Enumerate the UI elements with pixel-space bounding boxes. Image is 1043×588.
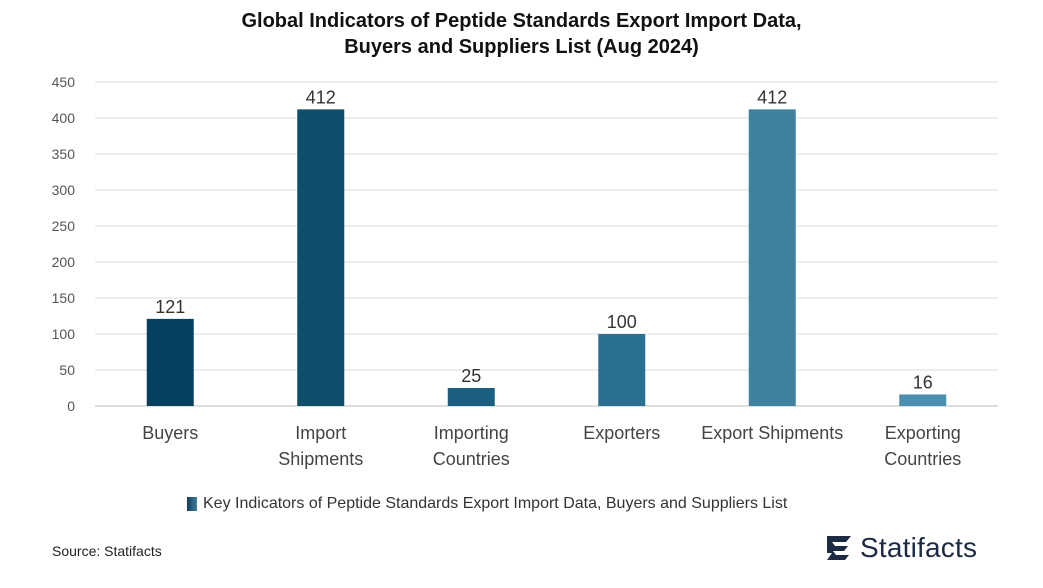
y-tick-label: 300: [52, 182, 76, 198]
y-tick-label: 400: [52, 110, 76, 126]
bar: [297, 109, 345, 407]
source-note: Source: Statifacts: [52, 543, 162, 559]
data-label: 100: [607, 312, 637, 332]
x-tick-label: Buyers: [142, 423, 198, 443]
x-tick-label-line: Shipments: [278, 449, 363, 469]
y-tick-label: 100: [52, 326, 76, 342]
x-tick-label-line: Export Shipments: [701, 423, 843, 443]
y-tick-label: 450: [52, 74, 76, 90]
x-tick-label: Exporters: [583, 423, 660, 443]
legend-label: Key Indicators of Peptide Standards Expo…: [203, 495, 788, 512]
bar: [146, 318, 194, 406]
legend-swatch: [187, 497, 197, 511]
y-tick-label: 350: [52, 146, 76, 162]
y-tick-label: 0: [67, 398, 75, 414]
chart-title-line-1: Global Indicators of Peptide Standards E…: [241, 10, 802, 32]
legend: Key Indicators of Peptide Standards Expo…: [187, 494, 787, 514]
x-tick-label-line: Buyers: [142, 423, 198, 443]
bar: [899, 394, 947, 406]
bars: [146, 109, 947, 407]
gridlines: [95, 81, 998, 407]
y-tick-label: 200: [52, 254, 76, 270]
y-tick-label: 250: [52, 218, 76, 234]
x-tick-label-line: Exporters: [583, 423, 660, 443]
chart-title-line-2: Buyers and Suppliers List (Aug 2024): [344, 36, 699, 58]
x-tick-label-line: Importing: [434, 423, 509, 443]
bar: [447, 388, 495, 406]
y-tick-label: 150: [52, 290, 76, 306]
data-label: 121: [155, 297, 185, 317]
data-label: 412: [757, 87, 787, 107]
y-tick-label: 50: [59, 362, 75, 378]
x-tick-label-line: Exporting: [885, 423, 961, 443]
x-tick-label: Importing Countries: [433, 423, 510, 469]
bar: [748, 109, 796, 407]
chart-title: Global Indicators of Peptide Standards E…: [0, 8, 1043, 60]
x-tick-label: Export Shipments: [701, 423, 843, 443]
brand-name: Statifacts: [860, 532, 978, 563]
data-label: 412: [306, 87, 336, 107]
x-tick-label-line: Countries: [884, 449, 961, 469]
data-labels: 121 412 25 100 412 16: [155, 87, 933, 392]
x-tick-label: Import Shipments: [278, 423, 363, 469]
statifacts-logo-icon: [827, 536, 851, 560]
brand-logo: Statifacts: [824, 532, 977, 564]
bar: [598, 334, 646, 406]
x-tick-label-line: Import: [295, 423, 346, 443]
x-tick-label-line: Countries: [433, 449, 510, 469]
y-axis-ticks: 0 50 100 150 200 250 300 350 400 450: [52, 74, 76, 414]
data-label: 25: [461, 366, 481, 386]
x-tick-label: Exporting Countries: [884, 423, 961, 469]
data-label: 16: [913, 372, 933, 392]
